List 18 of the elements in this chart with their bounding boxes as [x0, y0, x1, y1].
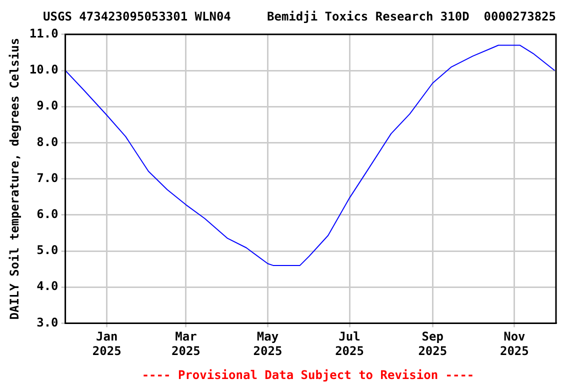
y-tick-label: 11.0	[29, 26, 58, 41]
y-tick-label: 8.0	[36, 134, 58, 149]
y-tick-label: 4.0	[36, 279, 58, 294]
y-tick-label: 3.0	[36, 315, 58, 330]
x-tick-label: Jan 2025	[92, 330, 122, 358]
x-tick-label: Jul 2025	[335, 330, 364, 358]
y-tick-label: 5.0	[36, 243, 58, 258]
x-tick-label: Mar 2025	[172, 330, 200, 358]
x-tick-label: Sep 2025	[418, 330, 448, 358]
y-tick-label: 6.0	[36, 207, 58, 222]
x-tick-label: Nov 2025	[500, 330, 529, 358]
text: ---- Provisional Data Subject to Revision ----	[142, 368, 474, 382]
y-tick-label: 7.0	[36, 170, 58, 185]
x-tick-label: May 2025	[253, 330, 282, 358]
y-tick-label: 10.0	[29, 62, 58, 77]
chart-title: USGS 473423095053301 WLN04 Bemidji Toxics Research 310D 0000273825	[43, 9, 556, 24]
y-tick-label: 9.0	[36, 98, 58, 113]
y-axis-title: DAILY Soil temperature, degrees Celsius	[7, 38, 22, 320]
